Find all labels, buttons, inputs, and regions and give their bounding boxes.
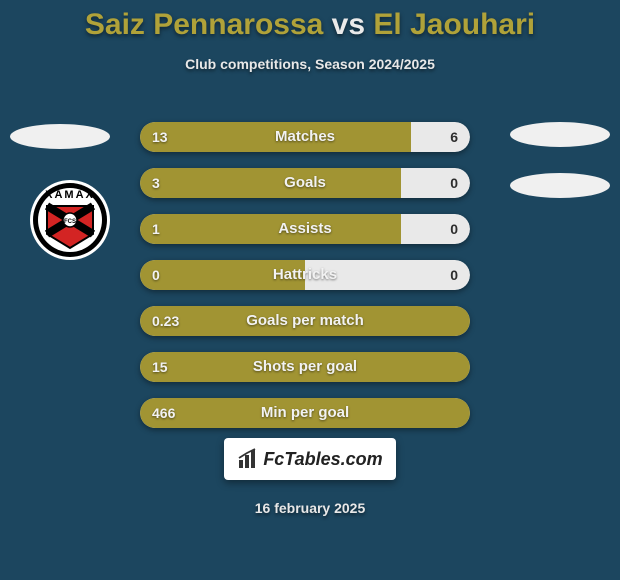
bar-label: Shots per goal: [140, 352, 470, 382]
stat-bar: 466Min per goal: [140, 398, 470, 428]
bar-label: Hattricks: [140, 260, 470, 290]
page-title: Saiz Pennarossa vs El Jaouhari: [0, 0, 620, 42]
chart-icon: [237, 448, 259, 470]
bar-value-right: 0: [450, 260, 458, 290]
stat-bar: 1Assists0: [140, 214, 470, 244]
stat-bar: 13Matches6: [140, 122, 470, 152]
player2-name: El Jaouhari: [373, 8, 535, 41]
stat-bar: 0.23Goals per match: [140, 306, 470, 336]
stat-bar: 0Hattricks0: [140, 260, 470, 290]
site-logo: FcTables.com: [224, 438, 396, 480]
bar-value-right: 6: [450, 122, 458, 152]
player1-portrait: [10, 124, 110, 149]
subtitle: Club competitions, Season 2024/2025: [0, 56, 620, 72]
site-logo-text: FcTables.com: [263, 449, 382, 470]
bar-label: Goals: [140, 168, 470, 198]
player2-portrait-2: [510, 173, 610, 198]
bar-value-right: 0: [450, 214, 458, 244]
stats-bars: 13Matches63Goals01Assists00Hattricks00.2…: [140, 122, 470, 444]
player2-portrait-1: [510, 122, 610, 147]
club-logo-icon: XAMAX FCS: [30, 180, 110, 260]
stat-bar: 3Goals0: [140, 168, 470, 198]
bar-label: Min per goal: [140, 398, 470, 428]
svg-text:FCS: FCS: [64, 219, 76, 225]
bar-label: Matches: [140, 122, 470, 152]
vs-text: vs: [332, 8, 365, 41]
bar-value-right: 0: [450, 168, 458, 198]
date: 16 february 2025: [0, 500, 620, 516]
svg-text:XAMAX: XAMAX: [45, 189, 95, 201]
bar-label: Goals per match: [140, 306, 470, 336]
bar-label: Assists: [140, 214, 470, 244]
player1-name: Saiz Pennarossa: [85, 8, 323, 41]
stat-bar: 15Shots per goal: [140, 352, 470, 382]
